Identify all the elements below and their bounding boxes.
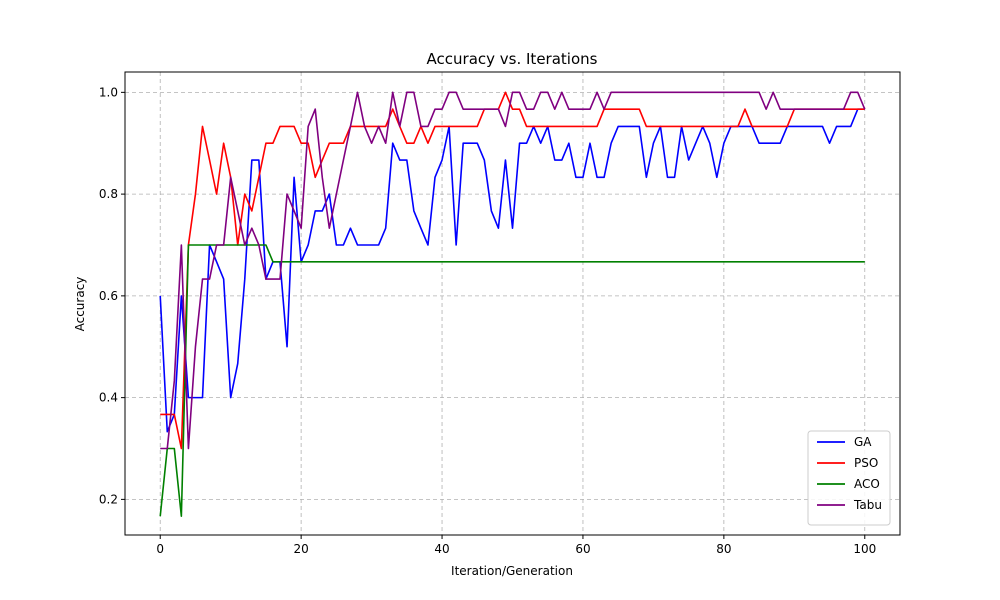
legend-box [807,430,891,526]
plot-frame [124,71,901,536]
y-axis-title: Accuracy [73,277,87,332]
legend-label-aco: ACO [854,477,880,491]
y-tick-label: 1.0 [99,85,118,99]
series-lines [159,91,866,517]
y-axis: 0.2 0.4 0.6 0.8 1.0 [99,85,125,506]
y-tick-label: 0.4 [99,391,118,405]
y-tick-label: 0.8 [99,187,118,201]
series-line-tabu [160,91,866,450]
legend-label-ga: GA [854,435,872,449]
x-tick-label: 0 [156,542,164,556]
x-tick-label: 60 [575,542,590,556]
series-line-aco [159,244,865,517]
legend: GA PSO ACO Tabu [807,430,891,526]
legend-label-pso: PSO [854,456,878,470]
x-tick-label: 40 [434,542,449,556]
x-tick-label: 100 [853,542,876,556]
x-tick-label: 80 [716,542,731,556]
x-axis-title: Iteration/Generation [451,564,573,578]
y-tick-label: 0.2 [99,492,118,506]
x-axis: 0 20 40 60 80 100 [156,535,876,556]
legend-label-tabu: Tabu [853,498,882,512]
chart-title: Accuracy vs. Iterations [427,50,598,68]
x-tick-label: 20 [293,542,308,556]
series-line-pso [160,91,865,450]
y-tick-label: 0.6 [99,289,118,303]
